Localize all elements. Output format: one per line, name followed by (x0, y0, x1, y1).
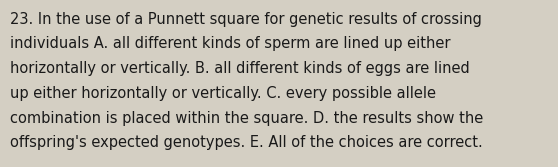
Text: horizontally or vertically. B. all different kinds of eggs are lined: horizontally or vertically. B. all diffe… (10, 61, 470, 76)
Text: up either horizontally or vertically. C. every possible allele: up either horizontally or vertically. C.… (10, 86, 436, 101)
Text: individuals A. all different kinds of sperm are lined up either: individuals A. all different kinds of sp… (10, 36, 450, 51)
Text: combination is placed within the square. D. the results show the: combination is placed within the square.… (10, 111, 483, 126)
Text: offspring's expected genotypes. E. All of the choices are correct.: offspring's expected genotypes. E. All o… (10, 135, 483, 150)
Text: 23. In the use of a Punnett square for genetic results of crossing: 23. In the use of a Punnett square for g… (10, 12, 482, 27)
